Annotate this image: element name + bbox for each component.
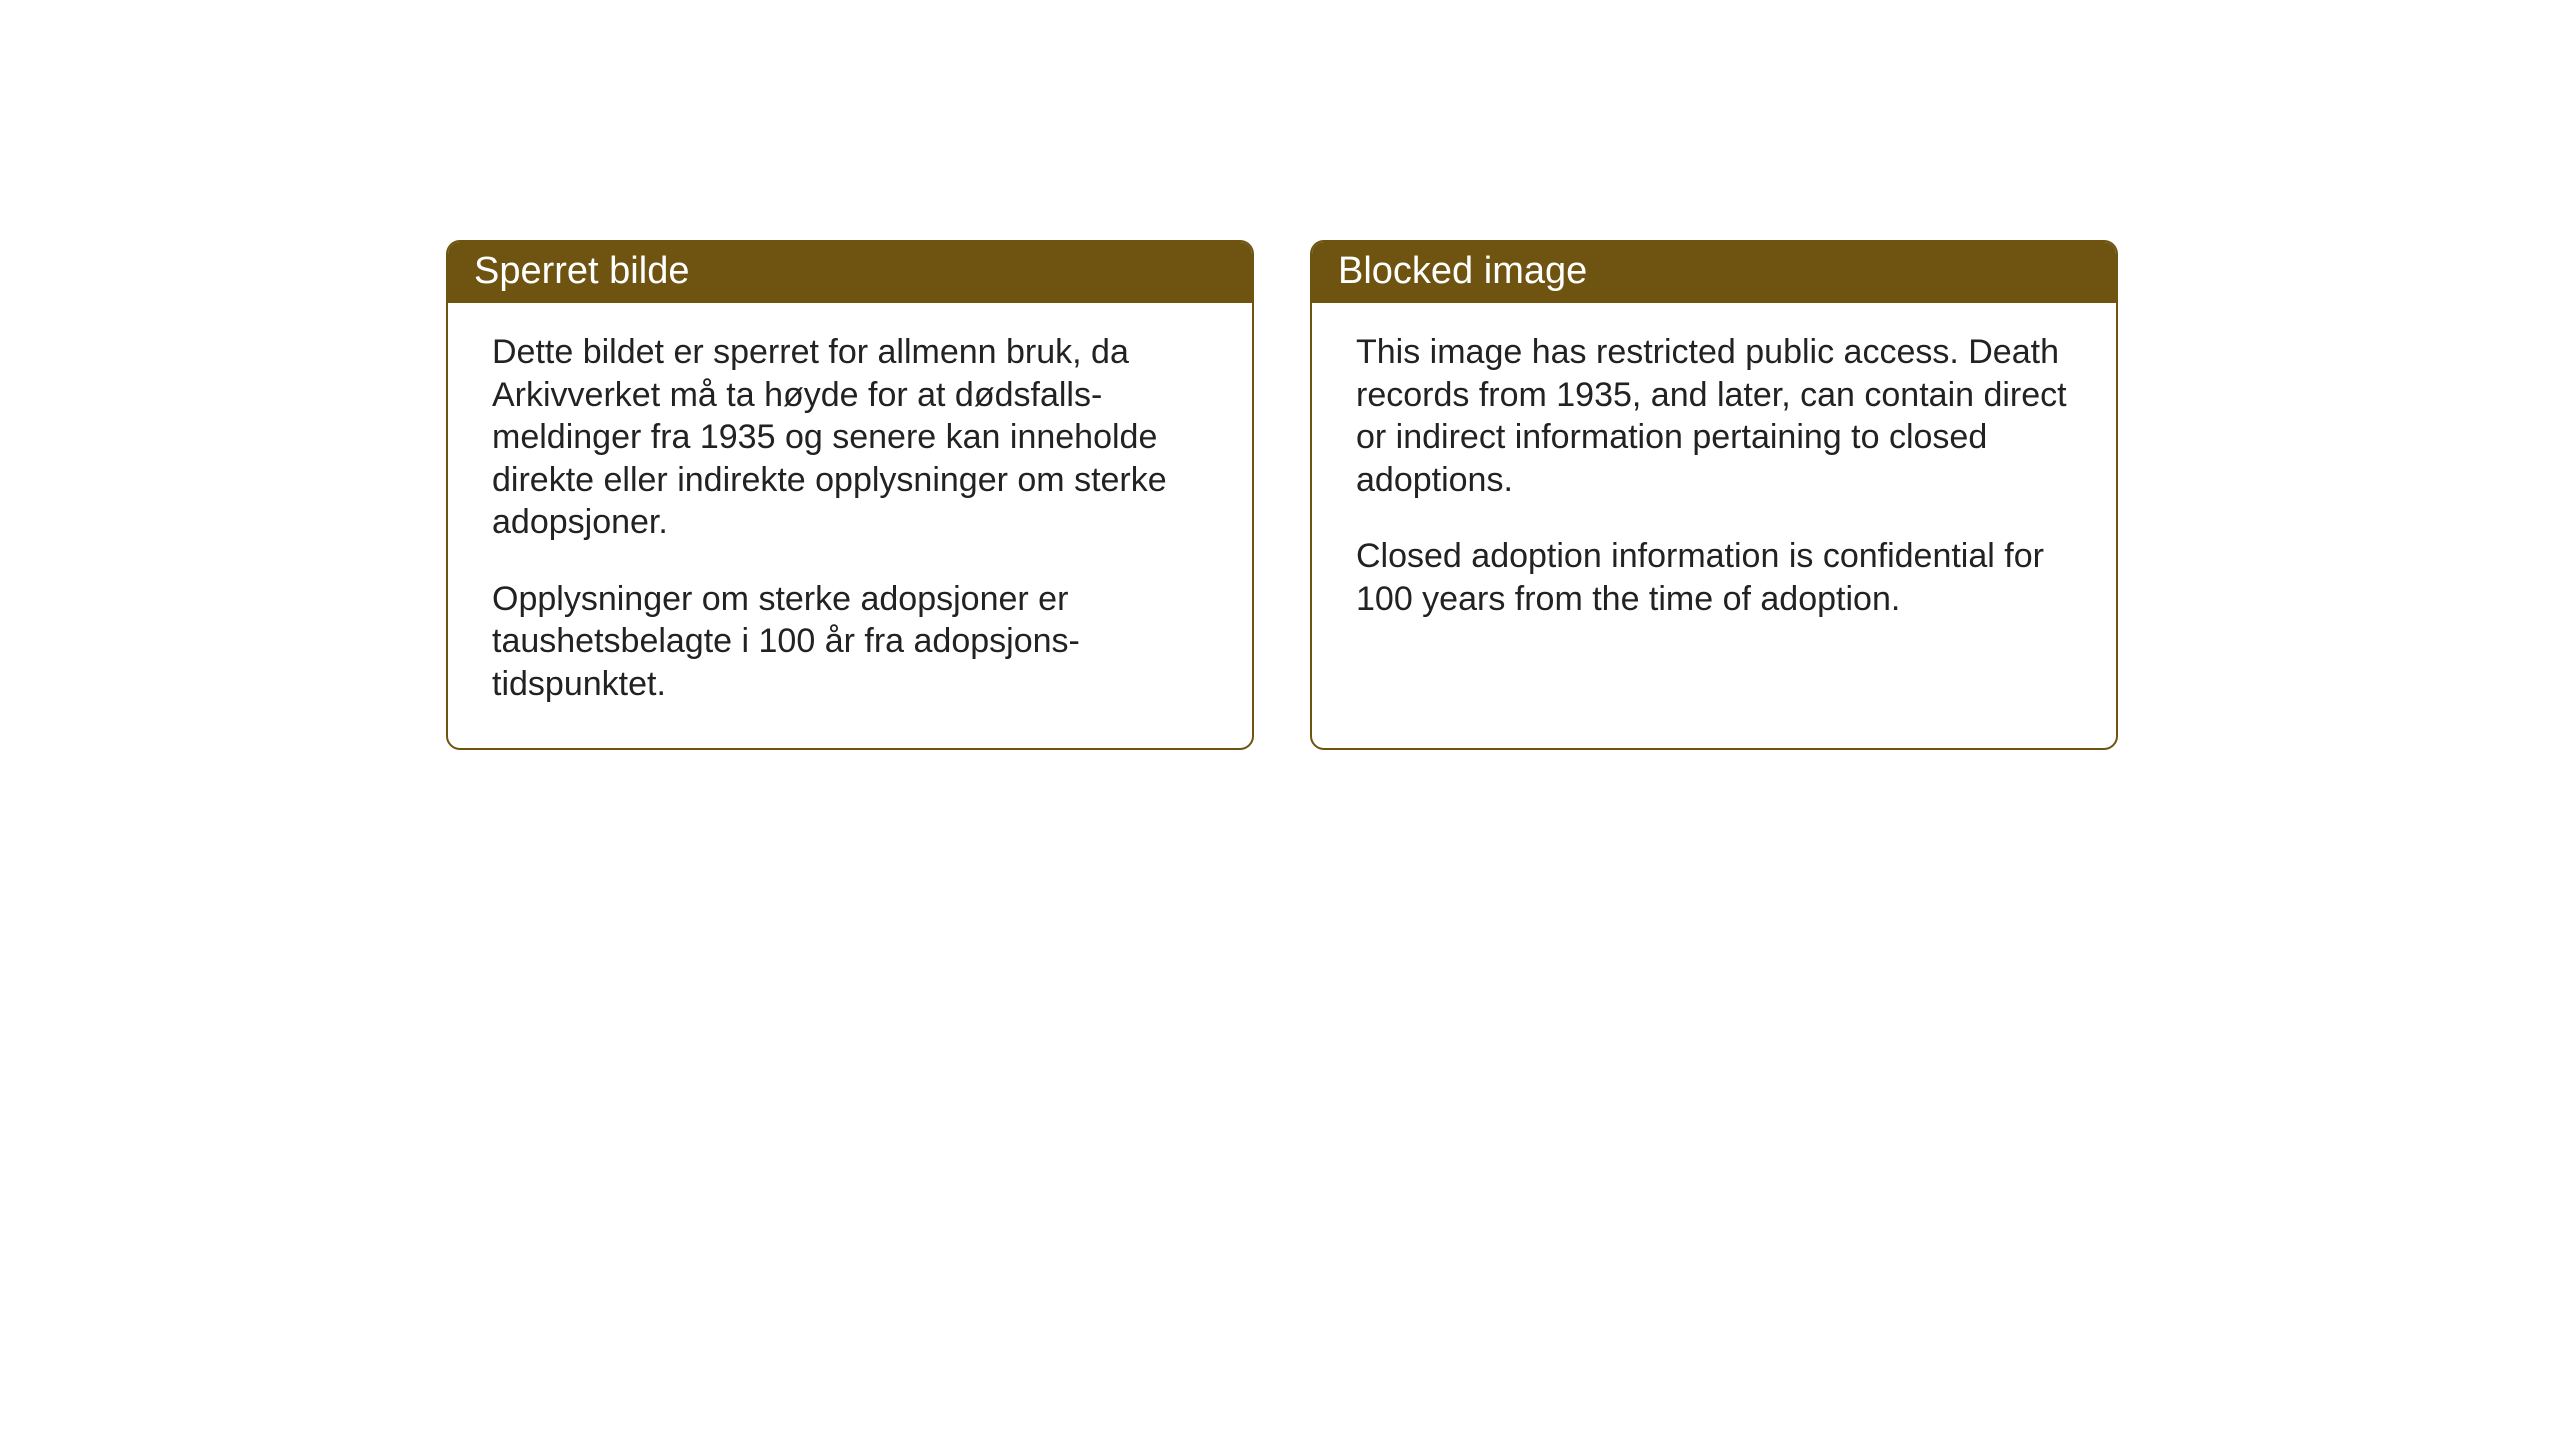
notice-paragraph2-norwegian: Opplysninger om sterke adopsjoner er tau…	[492, 578, 1208, 706]
notice-body-norwegian: Dette bildet er sperret for allmenn bruk…	[448, 303, 1252, 741]
notice-paragraph1-norwegian: Dette bildet er sperret for allmenn bruk…	[492, 331, 1208, 544]
notice-card-norwegian: Sperret bilde Dette bildet er sperret fo…	[446, 240, 1254, 750]
notice-title-english: Blocked image	[1338, 250, 1587, 292]
notice-header-norwegian: Sperret bilde	[448, 242, 1252, 303]
notice-title-norwegian: Sperret bilde	[474, 250, 689, 292]
notice-container: Sperret bilde Dette bildet er sperret fo…	[446, 240, 2118, 750]
notice-body-english: This image has restricted public access.…	[1312, 303, 2116, 656]
notice-paragraph1-english: This image has restricted public access.…	[1356, 331, 2072, 501]
notice-paragraph2-english: Closed adoption information is confident…	[1356, 535, 2072, 620]
notice-header-english: Blocked image	[1312, 242, 2116, 303]
notice-card-english: Blocked image This image has restricted …	[1310, 240, 2118, 750]
